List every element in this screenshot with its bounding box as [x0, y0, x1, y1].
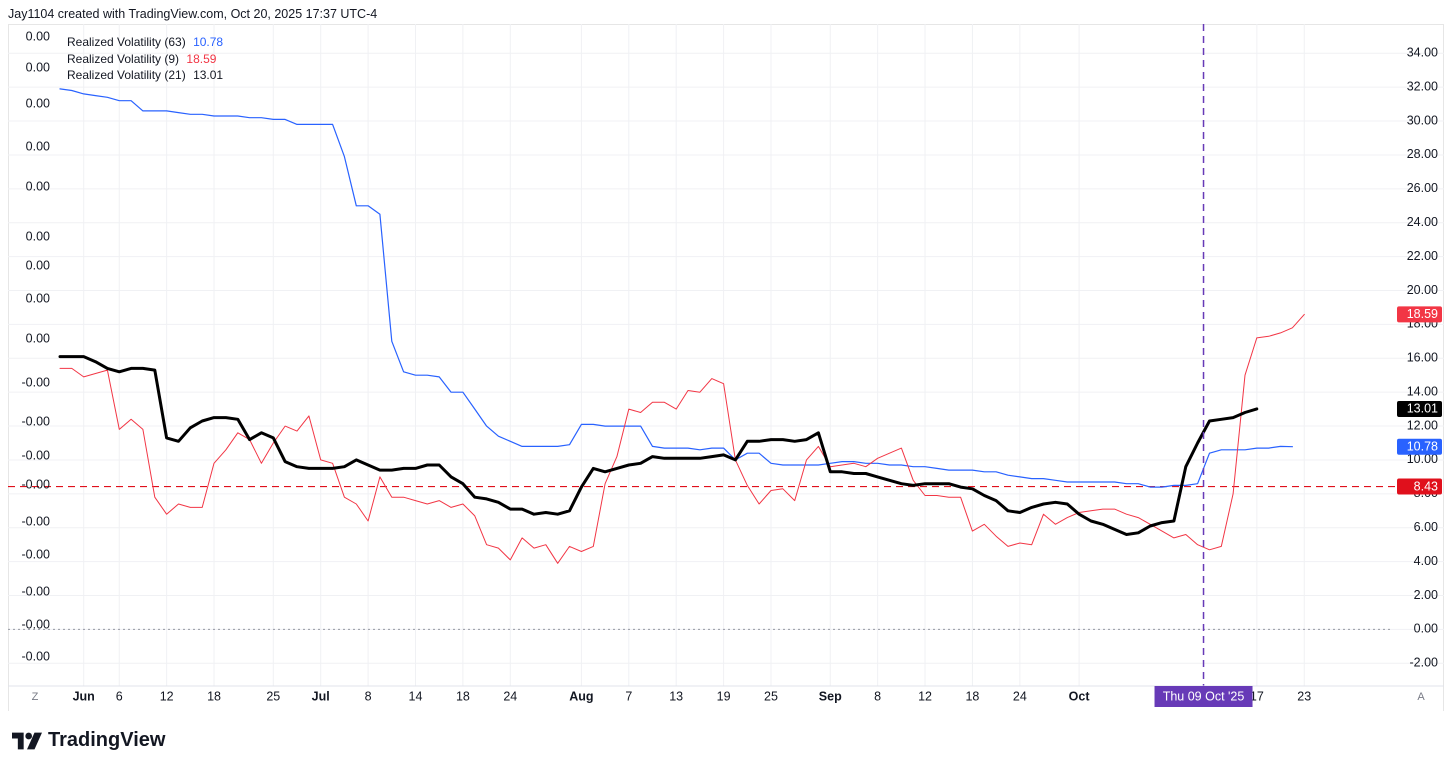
right-axis-tick-label: 6.00 — [1414, 520, 1438, 534]
left-axis-tick-label: -0.00 — [22, 477, 51, 491]
x-axis-label: 18 — [207, 689, 221, 703]
x-axis-label: 17 — [1250, 689, 1264, 703]
legend-row-rv21[interactable]: Realized Volatility (21) 13.01 — [67, 67, 223, 84]
legend-row-rv63[interactable]: Realized Volatility (63) 10.78 — [67, 34, 223, 51]
x-axis-label: 14 — [409, 689, 423, 703]
left-axis-tick-label: -0.00 — [22, 584, 51, 598]
horizontal-line-badge-label: 8.43 — [1414, 479, 1438, 493]
left-axis-tick-label: -0.00 — [22, 448, 51, 462]
right-axis-tick-label: 10.00 — [1407, 452, 1438, 466]
x-axis-label: 6 — [116, 689, 123, 703]
legend-value-rv63: 10.78 — [193, 35, 224, 49]
x-axis-label: 12 — [160, 689, 174, 703]
left-axis-tick-label: 0.00 — [26, 60, 50, 74]
right-axis-tick-label: 12.00 — [1407, 418, 1438, 432]
series-line-realized-volatility-63[interactable] — [59, 88, 1294, 488]
right-axis-tick-label: 26.00 — [1407, 181, 1438, 195]
last-value-badge-label: 18.59 — [1407, 307, 1438, 321]
legend-label-rv9: Realized Volatility (9) — [67, 51, 180, 66]
series-line-realized-volatility-21[interactable] — [58, 355, 1259, 536]
series-line-realized-volatility-9[interactable] — [59, 313, 1305, 564]
x-axis-label: Jul — [312, 689, 330, 703]
brand-name: TradingView — [48, 729, 166, 751]
x-axis-label: Sep — [819, 689, 842, 703]
right-axis-tick-label: 32.00 — [1407, 79, 1438, 93]
x-axis-label: 19 — [717, 689, 731, 703]
right-axis-tick-label: 2.00 — [1414, 588, 1438, 602]
left-axis-tick-label: 0.00 — [26, 331, 50, 345]
crosshair-date-badge — [1154, 686, 1253, 707]
right-axis-tick-label: 20.00 — [1407, 283, 1438, 297]
chart-frame — [8, 24, 1444, 711]
left-axis-tick-label: -0.00 — [22, 547, 51, 561]
left-axis-tick-label: -0.00 — [22, 414, 51, 428]
right-axis-tick-label: 28.00 — [1407, 147, 1438, 161]
right-axis-tick-label: 34.00 — [1407, 46, 1438, 60]
x-axis-label: 18 — [456, 689, 470, 703]
right-axis-tick-label: 22.00 — [1407, 249, 1438, 263]
x-axis-corner-left: Z — [32, 691, 39, 703]
legend-row-rv9[interactable]: Realized Volatility (9) 18.59 — [67, 51, 223, 68]
x-axis-label: Aug — [569, 689, 593, 703]
right-axis-tick-label: 24.00 — [1407, 215, 1438, 229]
x-axis-label: 13 — [669, 689, 683, 703]
last-value-badge — [1397, 438, 1442, 455]
horizontal-line-badge — [1397, 478, 1442, 495]
last-value-badge — [1397, 306, 1442, 323]
left-axis-tick-label: 0.00 — [26, 179, 50, 193]
x-axis-label: 12 — [918, 689, 932, 703]
left-axis-tick-label: 0.00 — [26, 139, 50, 153]
tradingview-logo-icon — [12, 732, 42, 749]
x-axis-label: 8 — [874, 689, 881, 703]
last-value-badge — [1397, 400, 1442, 417]
x-axis-label: Oct — [1069, 689, 1091, 703]
left-axis-tick-label: 0.00 — [26, 29, 50, 43]
x-axis-label: 8 — [365, 689, 372, 703]
left-axis-tick-label: 0.00 — [26, 229, 50, 243]
x-axis-corner-right: A — [1417, 691, 1425, 703]
chart-legend: Realized Volatility (63) 10.78 Realized … — [67, 34, 223, 84]
tradingview-brand[interactable]: TradingView — [12, 729, 165, 752]
x-axis-label: 25 — [266, 689, 280, 703]
chart-header: Jay1104 created with TradingView.com, Oc… — [8, 7, 378, 21]
left-axis-tick-label: -0.00 — [22, 514, 51, 528]
left-axis-tick-label: 0.00 — [26, 258, 50, 272]
right-axis-tick-label: 16.00 — [1407, 351, 1438, 365]
x-axis-label: Jun — [73, 689, 95, 703]
left-axis-tick-label: -0.00 — [22, 649, 51, 663]
left-axis-tick-label: -0.00 — [22, 617, 51, 631]
legend-label-rv21: Realized Volatility (21) — [67, 68, 186, 82]
legend-value-rv9: 18.59 — [186, 51, 217, 66]
right-axis-tick-label: 14.00 — [1407, 384, 1438, 398]
last-value-badge-label: 13.01 — [1407, 402, 1438, 416]
right-axis-tick-label: 0.00 — [1414, 622, 1438, 636]
x-axis-label: 24 — [503, 689, 517, 703]
x-axis-label: 18 — [965, 689, 979, 703]
last-value-badge-label: 10.78 — [1407, 440, 1438, 454]
x-axis-label: 24 — [1013, 689, 1027, 703]
x-axis-label: 7 — [625, 689, 632, 703]
legend-label-rv63: Realized Volatility (63) — [67, 35, 186, 49]
left-axis-tick-label: 0.00 — [26, 96, 50, 110]
left-axis-tick-label: 0.00 — [26, 291, 50, 305]
chart-canvas[interactable]: 34.00 32.00 30.00 28.00 26.00 24.00 22.00 20.00… — [0, 0, 1456, 711]
right-axis-tick-label: 4.00 — [1414, 554, 1438, 568]
x-axis-label: 23 — [1297, 689, 1311, 703]
right-axis-tick-label: -2.00 — [1410, 656, 1439, 670]
x-axis-label: 25 — [764, 689, 778, 703]
right-axis-tick-label: 30.00 — [1407, 113, 1438, 127]
crosshair-date-label: Thu 09 Oct '25 — [1163, 689, 1245, 703]
legend-value-rv21: 13.01 — [193, 68, 224, 82]
left-axis-tick-label: -0.00 — [22, 375, 51, 389]
